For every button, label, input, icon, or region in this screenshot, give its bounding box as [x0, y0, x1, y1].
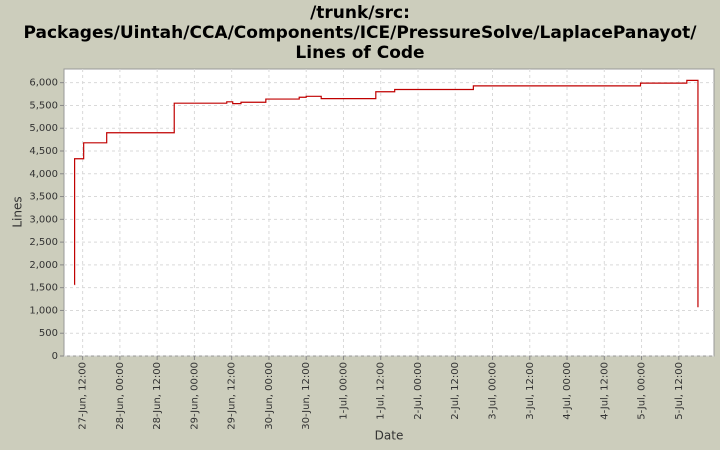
x-tick-label: 1-Jul, 12:00 [376, 362, 387, 420]
y-tick-label: 2,000 [29, 260, 58, 271]
y-tick-label: 0 [52, 351, 58, 362]
y-tick-label: 4,500 [29, 146, 58, 157]
x-tick-label: 28-Jun, 12:00 [152, 362, 163, 430]
x-tick-label: 5-Jul, 12:00 [674, 362, 685, 420]
y-tick-label: 4,000 [29, 169, 58, 180]
data-line [74, 79, 699, 308]
y-tick-label: 3,000 [29, 214, 58, 225]
y-tick-label: 1,000 [29, 305, 58, 316]
y-tick-label: 2,500 [29, 237, 58, 248]
x-axis-label: Date [375, 429, 404, 443]
y-axis-label: Lines [11, 196, 25, 227]
x-tick-label: 2-Jul, 12:00 [450, 362, 461, 420]
y-tick-label: 1,500 [29, 283, 58, 294]
plot-area [63, 68, 715, 357]
x-tick-label: 2-Jul, 00:00 [413, 362, 424, 420]
y-tick-label: 3,500 [29, 192, 58, 203]
x-tick-label: 4-Jul, 12:00 [599, 362, 610, 420]
x-tick-label: 4-Jul, 00:00 [562, 362, 573, 420]
x-tick-label: 28-Jun, 00:00 [115, 362, 126, 430]
x-tick-label: 3-Jul, 12:00 [525, 362, 536, 420]
x-tick-label: 29-Jun, 12:00 [227, 362, 238, 430]
x-tick-label: 5-Jul, 00:00 [637, 362, 648, 420]
y-tick-label: 5,500 [29, 100, 58, 111]
x-tick-label: 1-Jul, 00:00 [338, 362, 349, 420]
x-tick-label: 3-Jul, 00:00 [488, 362, 499, 420]
x-tick-label: 30-Jun, 12:00 [301, 362, 312, 430]
y-tick-label: 500 [39, 328, 58, 339]
y-tick-label: 5,000 [29, 123, 58, 134]
chart-title: Packages/Uintah/CCA/Components/ICE/Press… [23, 23, 697, 43]
x-tick-label: 27-Jun, 12:00 [78, 362, 89, 430]
chart-title: Lines of Code [295, 43, 424, 63]
y-tick-label: 6,000 [29, 78, 58, 89]
x-tick-label: 29-Jun, 00:00 [189, 362, 200, 430]
x-tick-label: 30-Jun, 00:00 [264, 362, 275, 430]
chart-title: /trunk/src: [310, 3, 410, 23]
